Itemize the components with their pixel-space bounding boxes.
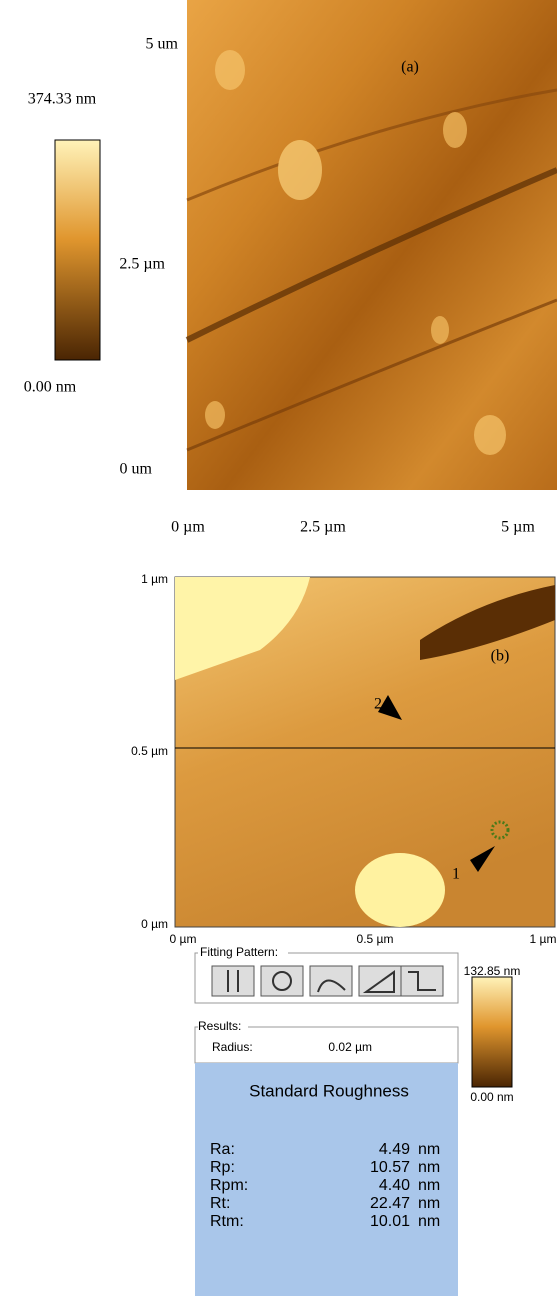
- row-value: 10.01: [370, 1213, 410, 1230]
- x-label: 1 µm: [530, 932, 557, 946]
- marker-label: 1: [452, 866, 460, 883]
- colorbar-max: 374.33 nm: [28, 91, 97, 108]
- row-label: Ra:: [210, 1141, 235, 1158]
- x-label: 0 µm: [170, 932, 197, 946]
- row-label: Rt:: [210, 1195, 230, 1212]
- fit-buttons[interactable]: [212, 966, 443, 996]
- fit-button[interactable]: [212, 966, 254, 996]
- y-label: 0.5 µm: [131, 744, 168, 758]
- row-unit: nm: [418, 1213, 440, 1230]
- y-label: 5 um: [146, 36, 179, 53]
- row-value: 4.40: [379, 1177, 410, 1194]
- radius-label: Radius:: [212, 1040, 253, 1054]
- colorbar-b: [472, 977, 512, 1087]
- fit-button[interactable]: [261, 966, 303, 996]
- row-value: 4.49: [379, 1141, 410, 1158]
- x-label: 5 µm: [501, 519, 535, 536]
- row-value: 22.47: [370, 1195, 410, 1212]
- y-label: 2.5 µm: [119, 256, 165, 273]
- colorbar-min: 0.00 nm: [470, 1090, 513, 1104]
- x-label: 2.5 µm: [300, 519, 346, 536]
- panel-label: (b): [491, 648, 510, 665]
- marker-label: 2: [374, 696, 382, 713]
- y-label: 0 µm: [141, 917, 168, 931]
- y-label: 0 um: [120, 461, 153, 478]
- row-unit: nm: [418, 1195, 440, 1212]
- group-title: Results:: [198, 1019, 241, 1033]
- group-title: Fitting Pattern:: [200, 945, 278, 959]
- panel-label: (a): [401, 59, 419, 76]
- x-label: 0.5 µm: [357, 932, 394, 946]
- row-unit: nm: [418, 1141, 440, 1158]
- radius-value: 0.02 µm: [328, 1040, 372, 1054]
- figure: (a) 374.33 nm 0.00 nm 5 um 2.5 µm 0 um 0…: [0, 0, 557, 1296]
- colorbar-min: 0.00 nm: [24, 379, 77, 396]
- x-label: 0 µm: [171, 519, 205, 536]
- row-value: 10.57: [370, 1159, 410, 1176]
- row-unit: nm: [418, 1159, 440, 1176]
- row-unit: nm: [418, 1177, 440, 1194]
- fit-button[interactable]: [401, 966, 443, 996]
- roughness-title: Standard Roughness: [249, 1081, 409, 1100]
- colorbar-max: 132.85 nm: [464, 964, 521, 978]
- y-label: 1 µm: [141, 572, 168, 586]
- row-label: Rtm:: [210, 1213, 244, 1230]
- colorbar-a: [55, 140, 100, 360]
- row-label: Rpm:: [210, 1177, 248, 1194]
- row-label: Rp:: [210, 1159, 235, 1176]
